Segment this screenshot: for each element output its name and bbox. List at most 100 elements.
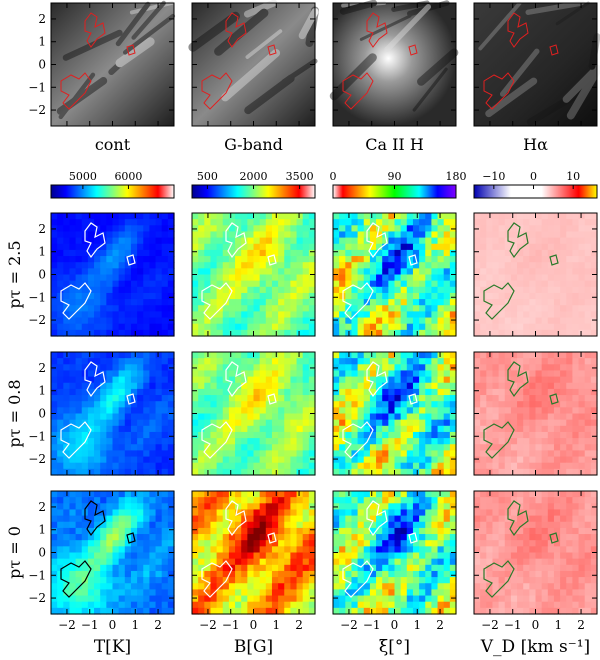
heatmap-cell — [284, 249, 291, 257]
heatmap-cell — [560, 546, 567, 554]
heatmap-cell — [431, 540, 439, 547]
heatmap-cell — [437, 323, 445, 331]
heatmap-cell — [259, 213, 267, 220]
heatmap-cell — [419, 323, 426, 331]
heatmap-cell — [235, 407, 242, 415]
heatmap-cell — [155, 601, 163, 609]
heatmap-cell — [302, 540, 310, 547]
heatmap-cell — [63, 231, 71, 239]
heatmap-cell — [578, 577, 586, 584]
heatmap-cell — [351, 558, 359, 566]
heatmap-cell — [247, 231, 255, 239]
heatmap-cell — [351, 425, 359, 433]
heatmap-cell — [498, 534, 506, 541]
heatmap-cell — [449, 299, 457, 306]
heatmap-cell — [253, 280, 261, 288]
heatmap-cell — [130, 231, 138, 239]
heatmap-cell — [351, 577, 359, 584]
heatmap-cell — [100, 299, 107, 306]
heatmap-cell — [357, 364, 365, 372]
heatmap-cell — [400, 364, 408, 372]
heatmap-cell — [198, 515, 205, 523]
heatmap-cell — [106, 299, 114, 306]
heatmap-cell — [284, 444, 291, 451]
heatmap-cell — [523, 583, 530, 590]
heatmap-cell — [296, 286, 304, 294]
heatmap-cell — [376, 515, 383, 523]
heatmap-cell — [57, 401, 64, 408]
heatmap-cell — [198, 382, 205, 390]
heatmap-cell — [345, 497, 353, 504]
heatmap-cell — [63, 552, 71, 560]
heatmap-cell — [566, 299, 573, 306]
heatmap-cell — [504, 268, 512, 276]
heatmap-cell — [75, 558, 83, 566]
heatmap-cell — [278, 243, 285, 251]
heatmap-cell — [265, 292, 273, 300]
heatmap-cell — [333, 376, 340, 384]
heatmap-cell — [584, 305, 592, 312]
heatmap-cell — [425, 527, 432, 535]
heatmap-cell — [284, 413, 291, 421]
heatmap-cell — [290, 249, 298, 257]
heatmap-cell — [541, 370, 549, 378]
heatmap-cell — [382, 564, 389, 572]
heatmap-cell — [228, 564, 236, 572]
heatmap-cell — [437, 299, 445, 306]
heatmap-cell — [192, 299, 199, 306]
heatmap-cell — [259, 243, 267, 251]
heatmap-cell — [351, 299, 359, 306]
heatmap-cell — [253, 213, 261, 220]
heatmap-cell — [584, 231, 592, 239]
heatmap-cell — [345, 388, 353, 396]
heatmap-cell — [137, 521, 144, 529]
heatmap-cell — [541, 450, 549, 458]
heatmap-cell — [474, 323, 481, 331]
heatmap-cell — [492, 382, 500, 390]
heatmap-cell — [241, 256, 248, 263]
heatmap-cell — [69, 527, 77, 535]
heatmap-cell — [369, 268, 377, 276]
heatmap-cell — [94, 521, 101, 529]
heatmap-cell — [584, 413, 592, 421]
heatmap-cell — [222, 601, 230, 609]
heatmap-cell — [510, 509, 518, 517]
heatmap-cell — [333, 268, 340, 276]
heatmap-cell — [161, 407, 169, 415]
heatmap-cell — [296, 491, 304, 498]
heatmap-cell — [161, 534, 169, 541]
heatmap-cell — [492, 462, 500, 470]
heatmap-cell — [75, 311, 83, 319]
heatmap-cell — [498, 311, 506, 319]
heatmap-cell — [253, 225, 261, 233]
heatmap-cell — [406, 323, 414, 331]
heatmap-cell — [69, 607, 77, 615]
heatmap-cell — [57, 407, 64, 415]
heatmap-cell — [535, 274, 543, 282]
heatmap-cell — [302, 595, 310, 603]
heatmap-cell — [474, 329, 481, 337]
heatmap-cell — [308, 444, 316, 451]
heatmap-cell — [443, 299, 451, 306]
heatmap-cell — [523, 305, 530, 312]
heatmap-cell — [419, 431, 426, 439]
heatmap-cell — [81, 425, 89, 433]
heatmap-cell — [510, 521, 518, 529]
heatmap-cell — [296, 546, 304, 554]
heatmap-cell — [510, 540, 518, 547]
heatmap-cell — [566, 546, 573, 554]
heatmap-cell — [437, 425, 445, 433]
heatmap-cell — [112, 515, 120, 523]
heatmap-cell — [51, 262, 58, 269]
heatmap-cell — [51, 407, 58, 415]
heatmap-cell — [81, 431, 89, 439]
heatmap-cell — [204, 256, 212, 263]
heatmap-cell — [167, 462, 175, 470]
heatmap-cell — [400, 558, 408, 566]
heatmap-cell — [406, 540, 414, 547]
heatmap-cell — [376, 438, 383, 445]
heatmap-cell — [498, 213, 506, 220]
heatmap-cell — [566, 462, 573, 470]
heatmap-cell — [198, 577, 205, 584]
heatmap-cell — [241, 456, 248, 464]
